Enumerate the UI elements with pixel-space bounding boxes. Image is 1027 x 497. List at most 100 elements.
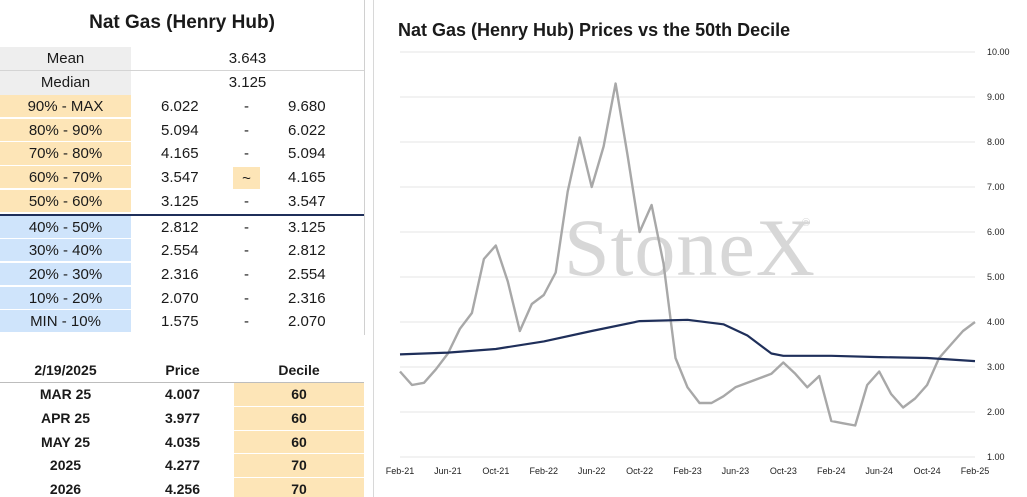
x-tick-label: Jun-22 [578, 466, 606, 476]
decile-low: 2.316 [161, 265, 199, 283]
contract-row: MAR 25 4.007 60 [0, 383, 364, 407]
x-tick-label: Jun-21 [434, 466, 462, 476]
decile-series-line [399, 318, 976, 363]
contract-decile-table: 2/19/2025 Price Decile MAR 25 4.007 60 APR … [0, 359, 364, 497]
contract-decile: 70 [234, 454, 364, 478]
contract-name: 2025 [49, 457, 82, 474]
decile-low: 6.022 [161, 98, 199, 115]
y-tick-label: 7.00 [987, 182, 1005, 192]
decile-row: 60% - 70% 3.547 ~4.165 [0, 166, 364, 190]
contract-price: 4.256 [164, 481, 201, 497]
contract-name: MAY 25 [40, 433, 91, 450]
decile-low: 3.125 [161, 192, 199, 210]
decile-row: MIN - 10% 1.575 - 2.070 [0, 310, 364, 334]
decile-high: 3.125 [288, 218, 326, 236]
decile-label: 40% - 50% [0, 215, 131, 238]
x-tick-label: Oct-24 [914, 466, 941, 476]
decile-low: 5.094 [161, 121, 199, 139]
x-tick-label: Feb-21 [386, 466, 415, 476]
panel-title: Nat Gas (Henry Hub) [89, 12, 275, 33]
decile-high: 5.094 [288, 145, 326, 163]
y-tick-label: 5.00 [987, 272, 1005, 282]
contract-price: 4.035 [164, 433, 201, 450]
y-tick-label: 9.00 [987, 92, 1005, 102]
decile-separator: - [244, 192, 249, 210]
contract-name: MAR 25 [39, 386, 92, 402]
contract-decile: 70 [234, 478, 364, 497]
decile-low: 2.070 [161, 289, 199, 307]
stat-value: 3.643 [228, 50, 267, 67]
contract-decile: 60 [234, 430, 364, 454]
stonex-watermark: StoneX [564, 202, 816, 293]
decile-label: 70% - 80% [0, 142, 131, 165]
decile-summary-panel: Nat Gas (Henry Hub) Mean 3.643 Median 3.… [0, 0, 364, 497]
decile-row: 80% - 90% 5.094 - 6.022 [0, 118, 364, 143]
date-header: 2/19/2025 [34, 362, 97, 378]
decile-high: 6.022 [288, 121, 326, 139]
y-axis-ticks: 1.00 2.00 3.00 4.00 5.00 6.00 7.00 8.00 9.00 10.0… [987, 47, 1010, 462]
y-tick-label: 2.00 [987, 407, 1005, 417]
decile-row: 70% - 80% 4.165 - 5.094 [0, 142, 364, 166]
price-chart: StoneX ® 1.00 2.00 3.00 4.00 5.00 6.00 7.00 8.0… [386, 47, 1010, 476]
decile-separator: - [244, 313, 249, 331]
decile-row: 50% - 60% 3.125 - 3.547 [0, 189, 364, 214]
decile-high: 2.316 [288, 289, 326, 307]
decile-row: 40% - 50% 2.812 - 3.125 [0, 215, 364, 240]
decile-separator: - [244, 145, 249, 163]
series [399, 82, 976, 427]
decile-separator: ~ [233, 167, 260, 189]
table-header: 2/19/2025 Price Decile [0, 359, 364, 383]
decile-low: 2.554 [161, 242, 199, 260]
x-tick-label: Jun-23 [722, 466, 750, 476]
decile-high: 2.554 [288, 265, 326, 283]
decile-low: 3.547 [161, 169, 199, 187]
decile-low: 2.812 [161, 218, 199, 236]
decile-label: 30% - 40% [0, 239, 131, 262]
x-tick-label: Oct-22 [626, 466, 653, 476]
contract-row: APR 25 3.977 60 [0, 406, 364, 431]
decile-separator: - [244, 218, 249, 236]
contract-row: 2026 4.256 70 [0, 478, 364, 497]
x-tick-label: Feb-22 [529, 466, 558, 476]
contract-row: 2025 4.277 70 [0, 454, 364, 478]
decile-high: 2.812 [288, 242, 326, 260]
contract-price: 4.007 [164, 386, 201, 402]
contract-name: APR 25 [40, 409, 91, 426]
contract-price: 3.977 [164, 409, 201, 426]
decile-label: 90% - MAX [0, 95, 131, 118]
svg-text:®: ® [802, 217, 810, 229]
contract-decile: 60 [234, 383, 364, 406]
grid [400, 51, 975, 458]
decile-label: 50% - 60% [0, 189, 131, 212]
median-divider [0, 214, 364, 216]
contract-decile: 60 [234, 406, 364, 430]
x-tick-label: Oct-23 [770, 466, 797, 476]
stat-label: Mean [0, 47, 131, 71]
decile-label: 60% - 70% [0, 166, 131, 189]
y-tick-label: 10.00 [987, 47, 1010, 57]
y-tick-label: 6.00 [987, 227, 1005, 237]
decile-row: 20% - 30% 2.316 - 2.554 [0, 262, 364, 287]
decile-high: 2.070 [288, 313, 326, 331]
decile-label: MIN - 10% [0, 310, 131, 333]
y-tick-label: 1.00 [987, 452, 1005, 462]
contract-price: 4.277 [164, 457, 201, 474]
decile-high: 4.165 [288, 169, 326, 187]
decile-high: 9.680 [288, 98, 326, 115]
decile-high: 3.547 [288, 192, 326, 210]
decile-separator: - [244, 265, 249, 283]
decile-separator: - [244, 289, 249, 307]
contract-name: 2026 [49, 481, 82, 497]
decile-separator: - [244, 98, 249, 115]
x-axis-ticks: Feb-21 Jun-21 Oct-21 Feb-22 Jun-22 Oct-22 Feb-… [386, 466, 990, 476]
decile-row: 90% - MAX 6.022 - 9.680 [0, 95, 364, 119]
decile-separator: - [244, 121, 249, 139]
decile-row: 10% - 20% 2.070 - 2.316 [0, 286, 364, 311]
decile-low: 4.165 [161, 145, 199, 163]
decile-label: 10% - 20% [0, 286, 131, 309]
stat-value: 3.125 [228, 74, 267, 91]
decile-label: 20% - 30% [0, 262, 131, 286]
decile-header: Decile [278, 362, 320, 378]
chart-title: Nat Gas (Henry Hub) Prices vs the 50th D… [398, 20, 791, 40]
x-tick-label: Oct-21 [482, 466, 509, 476]
